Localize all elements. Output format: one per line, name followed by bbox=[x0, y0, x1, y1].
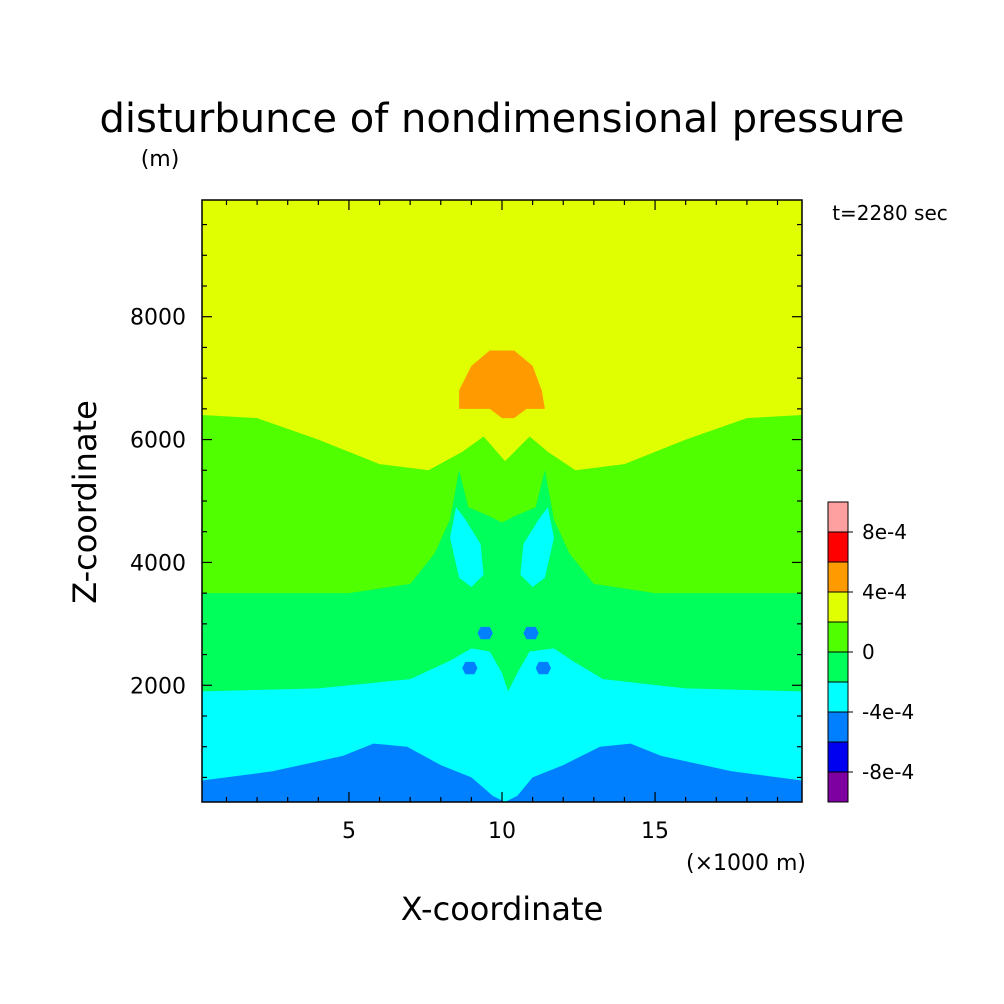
chart-title: disturbunce of nondimensional pressure bbox=[100, 96, 905, 142]
colorbar-swatch bbox=[827, 651, 849, 683]
contour-region-8 bbox=[523, 626, 539, 640]
colorbar-swatch bbox=[827, 531, 849, 563]
contour-region-10 bbox=[535, 661, 551, 675]
x-tick-label: 15 bbox=[641, 819, 669, 844]
y-tick-label: 4000 bbox=[130, 551, 186, 576]
colorbar-swatch bbox=[827, 711, 849, 743]
colorbar-label: -4e-4 bbox=[862, 700, 914, 724]
y-tick-label: 6000 bbox=[130, 429, 186, 454]
contour-region-6 bbox=[202, 743, 802, 802]
colorbar: 8e-4 4e-4 0 -4e-4 -8e-4 bbox=[827, 501, 914, 803]
colorbar-swatch bbox=[827, 771, 849, 803]
time-label: t=2280 sec bbox=[832, 201, 948, 225]
colorbar-swatch bbox=[827, 561, 849, 593]
colorbar-swatch bbox=[827, 621, 849, 653]
contour-region-11 bbox=[459, 350, 545, 419]
y-unit-label: (m) bbox=[141, 147, 180, 172]
colorbar-swatch bbox=[827, 681, 849, 713]
x-tick-label: 10 bbox=[488, 819, 516, 844]
x-unit-label: (×1000 m) bbox=[686, 851, 806, 876]
colorbar-label: -8e-4 bbox=[862, 760, 914, 784]
colorbar-swatch bbox=[827, 741, 849, 773]
contour-regions bbox=[202, 200, 802, 802]
x-tick-label: 5 bbox=[342, 819, 356, 844]
colorbar-label: 0 bbox=[862, 640, 875, 664]
colorbar-label: 4e-4 bbox=[862, 580, 907, 604]
contour-region-7 bbox=[477, 626, 493, 640]
contour-region-5 bbox=[520, 507, 554, 587]
x-axis-label: X-coordinate bbox=[401, 890, 604, 928]
colorbar-label: 8e-4 bbox=[862, 520, 907, 544]
contour-region-4 bbox=[450, 507, 484, 587]
colorbar-swatch bbox=[827, 591, 849, 623]
y-axis-label: Z-coordinate bbox=[66, 400, 104, 604]
contour-region-9 bbox=[462, 661, 478, 675]
colorbar-swatch bbox=[827, 501, 849, 533]
y-tick-label: 2000 bbox=[130, 674, 186, 699]
y-tick-label: 8000 bbox=[130, 306, 186, 331]
axis-ticks: 5 10 15 2000 4000 6000 8000 bbox=[130, 200, 802, 844]
